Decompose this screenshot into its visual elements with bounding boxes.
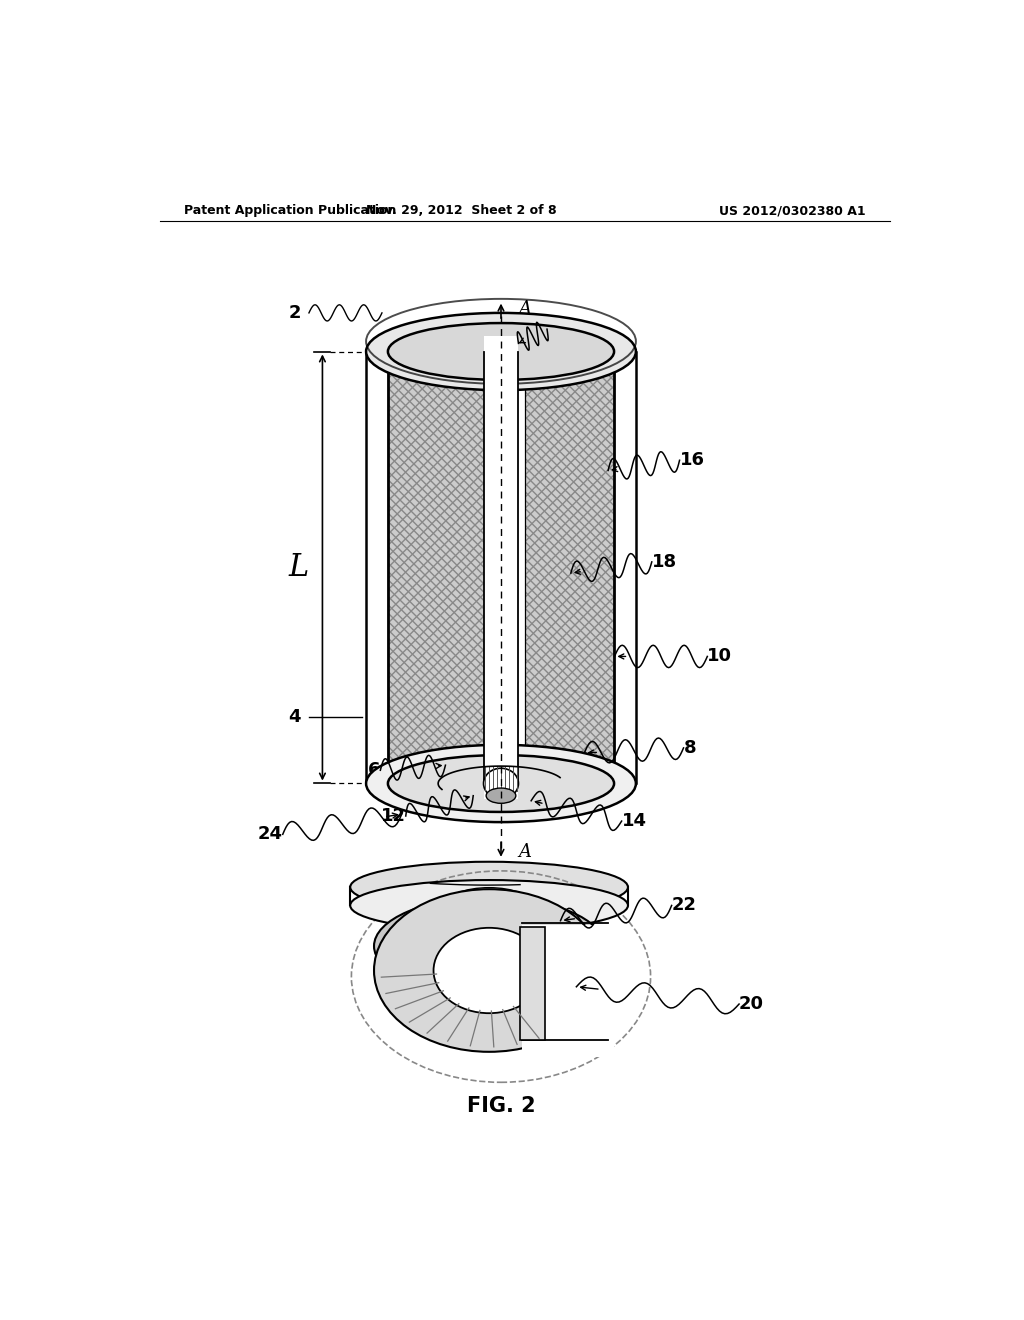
Ellipse shape: [350, 862, 628, 912]
Ellipse shape: [433, 928, 545, 1014]
Text: A: A: [518, 300, 531, 318]
Bar: [388, 351, 614, 784]
Text: A: A: [518, 842, 531, 861]
Bar: [388, 351, 614, 784]
Bar: [511, 356, 524, 779]
Text: FIG. 2: FIG. 2: [467, 1096, 536, 1115]
Text: 10: 10: [708, 647, 732, 665]
Bar: [388, 351, 614, 784]
Text: Patent Application Publication: Patent Application Publication: [183, 205, 396, 216]
Text: 12: 12: [381, 807, 406, 825]
Ellipse shape: [388, 755, 614, 812]
Text: 2: 2: [289, 304, 301, 322]
Ellipse shape: [433, 920, 545, 972]
FancyBboxPatch shape: [519, 928, 545, 1040]
Bar: [522, 925, 613, 1057]
Text: 18: 18: [652, 553, 677, 572]
Ellipse shape: [374, 890, 604, 1052]
Text: L: L: [289, 552, 309, 583]
Text: 16: 16: [680, 451, 705, 470]
Text: 8: 8: [684, 739, 696, 756]
Text: 20: 20: [739, 995, 764, 1012]
Text: 6: 6: [368, 762, 380, 779]
Text: Nov. 29, 2012  Sheet 2 of 8: Nov. 29, 2012 Sheet 2 of 8: [366, 205, 557, 216]
Text: 4: 4: [289, 709, 301, 726]
Ellipse shape: [350, 880, 628, 931]
Text: 8: 8: [547, 321, 560, 338]
Ellipse shape: [486, 788, 516, 804]
Ellipse shape: [374, 898, 604, 995]
Ellipse shape: [483, 768, 518, 799]
Ellipse shape: [388, 323, 614, 380]
Ellipse shape: [367, 744, 636, 822]
Text: 22: 22: [672, 896, 696, 915]
Bar: [483, 337, 518, 799]
Text: 24: 24: [258, 825, 283, 843]
Text: 14: 14: [622, 812, 646, 830]
Ellipse shape: [444, 887, 534, 923]
Ellipse shape: [367, 313, 636, 391]
Text: US 2012/0302380 A1: US 2012/0302380 A1: [720, 205, 866, 216]
